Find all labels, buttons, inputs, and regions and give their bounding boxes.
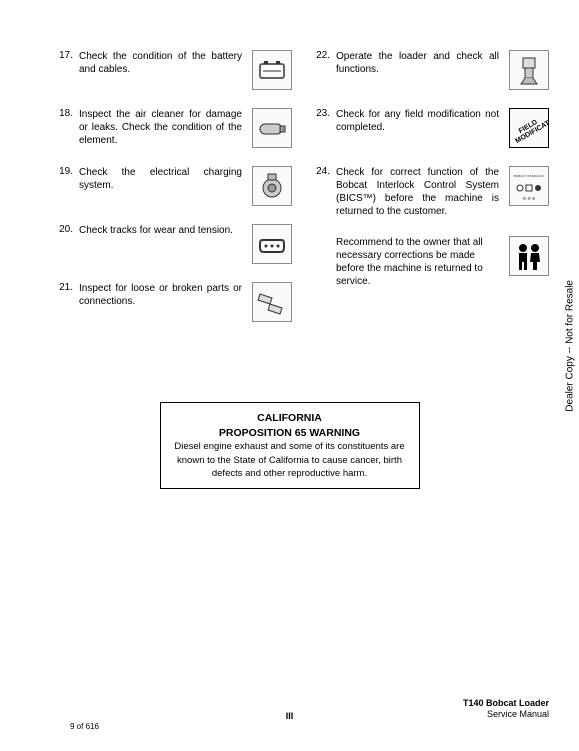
checklist-item: 23. Check for any field modification not … <box>312 108 549 148</box>
item-number: 23. <box>312 108 330 119</box>
item-text: Check the electrical charging system. <box>79 166 246 192</box>
item-text: Inspect for loose or broken parts or con… <box>79 282 246 308</box>
bics-icon: BOBCAT INTERLOCK ⚙ ⚙ ⚙ <box>509 166 549 206</box>
svg-text:BOBCAT INTERLOCK: BOBCAT INTERLOCK <box>514 174 544 178</box>
left-column: 17. Check the condition of the battery an… <box>55 50 292 322</box>
checklist-item: 17. Check the condition of the battery an… <box>55 50 292 90</box>
checklist-item: 21. Inspect for loose or broken parts or … <box>55 282 292 322</box>
footer-page-count: 9 of 616 <box>70 722 99 731</box>
svg-text:⚙ ⚙ ⚙: ⚙ ⚙ ⚙ <box>523 196 536 201</box>
battery-icon <box>252 50 292 90</box>
checklist-item: Recommend to the owner that all necessar… <box>312 236 549 288</box>
warning-body: Diesel engine exhaust and some of its co… <box>173 440 407 480</box>
item-number: 24. <box>312 166 330 177</box>
alternator-icon <box>252 166 292 206</box>
item-number: 22. <box>312 50 330 61</box>
item-number: 20. <box>55 224 73 235</box>
warning-title-1: CALIFORNIA <box>173 411 407 426</box>
item-text: Check for any field modification not com… <box>336 108 503 134</box>
item-text: Check tracks for wear and tension. <box>79 224 246 237</box>
footer-roman: III <box>286 711 294 721</box>
footer-doc-title: T140 Bobcat Loader Service Manual <box>463 698 549 721</box>
item-text: Operate the loader and check all functio… <box>336 50 503 76</box>
footer-manual: Service Manual <box>463 709 549 721</box>
loader-icon <box>509 50 549 90</box>
item-text: Check the condition of the battery and c… <box>79 50 246 76</box>
checklist-item: 20. Check tracks for wear and tension. <box>55 224 292 264</box>
footer-product: T140 Bobcat Loader <box>463 698 549 710</box>
checklist-item: 19. Check the electrical charging system. <box>55 166 292 206</box>
cylinder-icon <box>252 108 292 148</box>
item-number: 19. <box>55 166 73 177</box>
warning-title-2: PROPOSITION 65 WARNING <box>173 426 407 441</box>
checklist-item: 24. Check for correct function of the Bob… <box>312 166 549 218</box>
item-text: Check for correct function of the Bobcat… <box>336 166 503 218</box>
item-text: Inspect the air cleaner for damage or le… <box>79 108 246 147</box>
item-text: Recommend to the owner that all necessar… <box>336 236 503 288</box>
item-number: 17. <box>55 50 73 61</box>
track-icon <box>252 224 292 264</box>
broken-icon <box>252 282 292 322</box>
fieldmod-icon: FIELD MODIFICATION <box>509 108 549 148</box>
main-content: 17. Check the condition of the battery an… <box>0 0 579 322</box>
warning-box: CALIFORNIA PROPOSITION 65 WARNING Diesel… <box>160 402 420 489</box>
item-number: 18. <box>55 108 73 119</box>
people-icon <box>509 236 549 276</box>
side-watermark: Dealer Copy -- Not for Resale <box>565 280 576 412</box>
item-number: 21. <box>55 282 73 293</box>
right-column: 22. Operate the loader and check all func… <box>312 50 549 322</box>
checklist-item: 22. Operate the loader and check all func… <box>312 50 549 90</box>
checklist-item: 18. Inspect the air cleaner for damage or… <box>55 108 292 148</box>
